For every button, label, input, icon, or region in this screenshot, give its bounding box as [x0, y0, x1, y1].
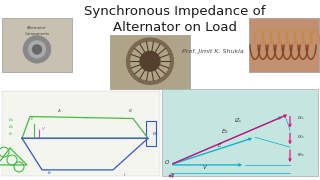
Bar — [162, 89, 318, 176]
Text: $\phi$: $\phi$ — [170, 171, 175, 180]
Text: $E_b$: $E_b$ — [8, 123, 14, 131]
Text: $E_a$: $E_a$ — [8, 116, 14, 124]
Text: Alternator: Alternator — [27, 26, 47, 30]
Text: $IX_c$: $IX_c$ — [297, 114, 305, 122]
Circle shape — [32, 44, 42, 54]
Circle shape — [28, 40, 46, 58]
Bar — [146, 122, 156, 146]
Text: $E$: $E$ — [217, 141, 223, 149]
Text: $E$: $E$ — [30, 116, 35, 122]
Text: $IR_s$: $IR_s$ — [297, 151, 305, 159]
Text: $E_c$: $E_c$ — [8, 130, 14, 138]
Text: $IZ_s$: $IZ_s$ — [234, 116, 242, 125]
Text: $V$: $V$ — [41, 125, 46, 132]
Circle shape — [140, 51, 160, 71]
Circle shape — [23, 36, 51, 63]
Text: $IX_s$: $IX_s$ — [297, 133, 304, 141]
Text: Alternator on Load: Alternator on Load — [113, 21, 237, 34]
Text: $B$: $B$ — [128, 107, 132, 114]
Text: Components: Components — [25, 31, 50, 36]
Text: $I_b$: $I_b$ — [47, 170, 52, 177]
Bar — [249, 18, 319, 72]
Text: $E_0$: $E_0$ — [221, 127, 229, 136]
Bar — [2, 18, 72, 72]
Text: $V$: $V$ — [202, 163, 208, 171]
Text: $E_B$: $E_B$ — [152, 130, 158, 138]
Text: $O$: $O$ — [164, 158, 170, 166]
Text: Prof. Jimit K. Shukla: Prof. Jimit K. Shukla — [182, 49, 244, 54]
Text: Synchronous Impedance of: Synchronous Impedance of — [84, 5, 266, 18]
Bar — [2, 91, 160, 176]
Text: $A$: $A$ — [57, 107, 62, 114]
Text: $I$: $I$ — [123, 171, 126, 178]
Bar — [110, 35, 190, 89]
